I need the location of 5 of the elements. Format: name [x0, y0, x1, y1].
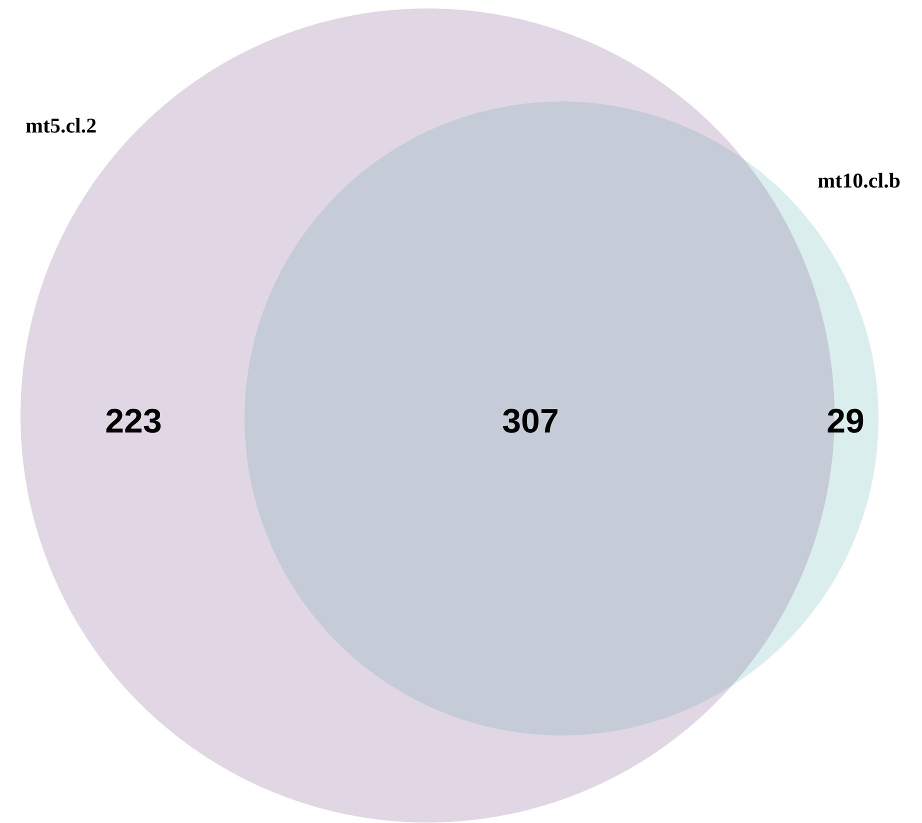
data-label: 307 — [502, 402, 559, 440]
text: mt10.cl.b — [818, 168, 901, 192]
data-label: 29 — [826, 402, 864, 440]
text: mt5.cl.2 — [26, 114, 97, 138]
data-label: 223 — [105, 402, 162, 440]
